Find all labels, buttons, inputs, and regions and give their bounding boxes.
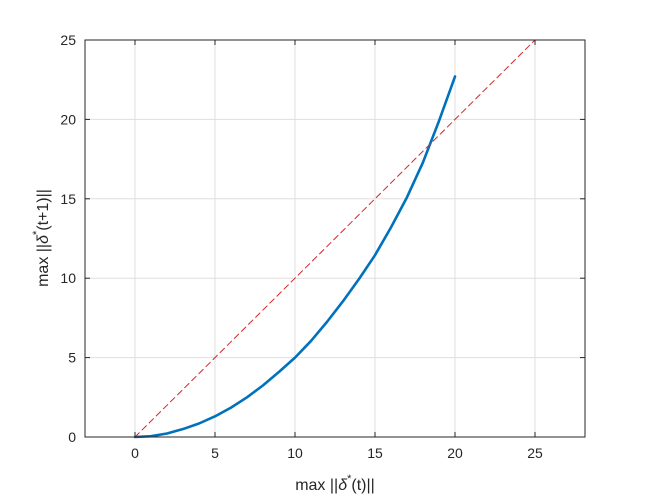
x-axis-label-superscript: * xyxy=(347,473,352,485)
grid xyxy=(85,39,585,438)
data-curve-line xyxy=(133,75,457,439)
y-tick-label: 5 xyxy=(68,350,76,366)
x-tick-label: 10 xyxy=(287,445,303,461)
x-axis-label-prefix: max || xyxy=(295,477,338,494)
x-tick-label: 0 xyxy=(131,445,139,461)
y-axis-label-symbol: δ xyxy=(35,234,52,244)
x-axis-tick-labels: 0 5 10 15 20 25 xyxy=(131,445,543,461)
y-axis-label: max ||δ*(t+1)|| xyxy=(31,189,52,287)
y-axis-label-superscript: * xyxy=(31,230,43,235)
data-series xyxy=(133,39,536,439)
x-axis-label-symbol: δ xyxy=(338,477,348,494)
x-tick-label: 15 xyxy=(367,445,383,461)
y-axis-label-prefix: max || xyxy=(35,244,52,287)
x-tick-label: 20 xyxy=(447,445,463,461)
reference-dashed-line xyxy=(134,39,536,438)
tick-marks xyxy=(85,39,585,438)
y-tick-label: 0 xyxy=(68,429,76,445)
y-axis-label-suffix: (t+1)|| xyxy=(35,189,52,231)
y-tick-label: 10 xyxy=(60,270,76,286)
y-tick-label: 25 xyxy=(60,32,76,48)
y-tick-label: 15 xyxy=(60,191,76,207)
x-tick-label: 5 xyxy=(211,445,219,461)
x-tick-label: 25 xyxy=(527,445,543,461)
y-axis-tick-labels: 0 5 10 15 20 25 xyxy=(60,32,76,445)
y-tick-label: 20 xyxy=(60,111,76,127)
x-axis-label-suffix: (t)|| xyxy=(351,477,374,494)
axes-box xyxy=(84,39,586,438)
x-axis-label: max ||δ*(t)|| xyxy=(295,473,375,494)
